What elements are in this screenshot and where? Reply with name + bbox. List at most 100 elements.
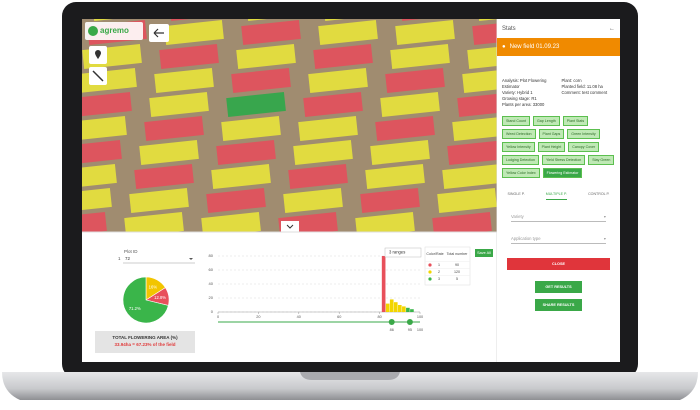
field-plot xyxy=(447,140,497,165)
info-line: Growing stage: R1 xyxy=(502,96,537,101)
analysis-tag[interactable]: Stand Count xyxy=(502,116,530,126)
table-frame xyxy=(424,246,471,286)
analysis-tag[interactable]: Plant Height xyxy=(537,142,566,152)
analysis-tag[interactable]: Yield Stress Detection xyxy=(541,155,586,165)
pie-label: 71.2% xyxy=(129,306,141,311)
notch xyxy=(300,372,400,380)
field-bar: ● New field 01.09.23 xyxy=(497,38,620,56)
page-number: 1 xyxy=(118,256,121,261)
info-left: Analysis: Plot Flowering Estimator Variety… xyxy=(502,78,556,108)
save-button[interactable] xyxy=(475,249,493,257)
table-cell: 120 xyxy=(454,270,460,274)
histogram-bar xyxy=(397,305,402,312)
tab[interactable]: SINGLE P. xyxy=(507,192,525,196)
field-plot xyxy=(206,188,266,213)
info-line: Plant: corn xyxy=(561,78,582,83)
selected-tag[interactable]: Flowering Estimator xyxy=(542,168,583,178)
field-pin: ● xyxy=(502,44,506,50)
field-plot xyxy=(164,20,224,45)
logo: agremo xyxy=(100,26,129,35)
x-tick-label: 40 xyxy=(297,315,301,319)
field-plot xyxy=(226,92,286,117)
y-tick-label: 20 xyxy=(209,295,214,300)
field-plot xyxy=(380,92,440,117)
field-plot xyxy=(442,164,497,189)
field-plot xyxy=(355,212,415,232)
info-line: Comment: test comment xyxy=(561,90,608,95)
table-cell: 1 xyxy=(438,263,440,267)
slider-handle[interactable] xyxy=(406,319,413,325)
select-caret: ▾ xyxy=(603,214,606,219)
tab[interactable]: MULTIPLE P. xyxy=(545,192,567,200)
analysis-tag[interactable]: Lodging Detection xyxy=(502,155,539,165)
logo-icon xyxy=(88,26,98,36)
form-fields: Variety ▾ Application type ▾ xyxy=(497,214,620,244)
range-select[interactable] xyxy=(384,247,422,258)
analysis-tag[interactable]: Plant Stats xyxy=(562,116,589,126)
share-results-label: SHARE RESULTS xyxy=(542,303,575,307)
collapse-tab[interactable] xyxy=(281,221,299,232)
field-plot xyxy=(298,116,358,141)
stats-header: Stats ← xyxy=(497,19,620,38)
rate-dot xyxy=(428,263,432,267)
field-plot xyxy=(201,212,261,232)
tab[interactable]: CONTROL P. xyxy=(588,192,610,196)
get-results-button[interactable]: GET RESULTS xyxy=(535,281,582,293)
table-cell: 90 xyxy=(455,263,459,267)
field-plot xyxy=(159,44,219,69)
field-plot xyxy=(472,20,497,45)
select-caret: ▾ xyxy=(603,236,606,241)
share-results-button[interactable]: SHARE RESULTS xyxy=(535,299,582,311)
analysis-tag[interactable]: Stay Green xyxy=(588,155,615,165)
field-plot xyxy=(216,140,276,165)
field-plot xyxy=(303,92,363,117)
slider-label: 86 xyxy=(390,328,394,332)
analysis-tag[interactable]: Weed Detection xyxy=(502,129,536,139)
plot-id[interactable]: 72 xyxy=(125,256,131,261)
tabs: SINGLE P. MULTIPLE P. CONTROL P. xyxy=(497,192,620,200)
field-plot xyxy=(231,68,291,93)
field-plot xyxy=(365,164,425,189)
field-plot xyxy=(134,164,194,189)
analysis-tag[interactable]: Green Intensity xyxy=(567,129,600,139)
field-plot xyxy=(462,68,497,93)
table-cell: 5 xyxy=(456,277,458,281)
histogram-bar xyxy=(385,303,390,312)
analysis-tag[interactable]: Yellow Color Index xyxy=(502,168,540,178)
total-title: TOTAL FLOWERING AREA (%) xyxy=(112,335,178,340)
field-plot xyxy=(308,68,368,93)
get-results-label: GET RESULTS xyxy=(545,285,572,289)
slider-label: 100 xyxy=(417,328,423,332)
laptop-base xyxy=(2,372,698,400)
analysis-tag[interactable]: Canopy Cover xyxy=(568,142,600,152)
y-tick-label: 80 xyxy=(209,253,214,258)
analysis-tag[interactable]: Gap Length xyxy=(532,116,560,126)
select-field[interactable]: Variety ▾ xyxy=(511,214,606,222)
pie-slice xyxy=(122,276,169,324)
slider-handle[interactable] xyxy=(388,319,395,325)
select-field[interactable]: Application type ▾ xyxy=(511,236,606,244)
field-plot xyxy=(241,20,301,45)
plot-id-caret xyxy=(189,258,193,260)
select-label: Variety xyxy=(511,214,524,219)
analysis-tag[interactable]: Yellow Intensity xyxy=(502,142,535,152)
close-button[interactable]: CLOSE xyxy=(507,258,610,270)
field-plot xyxy=(360,188,420,213)
field-plot xyxy=(283,188,343,213)
total-value: 33.94ha = 67.23% of the field xyxy=(115,342,176,347)
plot-id-label: Plot ID xyxy=(124,249,138,254)
field-plot xyxy=(82,92,132,117)
field-plot xyxy=(390,44,450,69)
field-plot xyxy=(139,140,199,165)
field-plot xyxy=(467,44,497,69)
stats-back[interactable]: ← xyxy=(609,25,615,32)
field-name: New field 01.09.23 xyxy=(509,44,560,50)
field-plot xyxy=(385,68,445,93)
rate-table: Color/Rate Total number 1 90 2 120 3 5 xyxy=(424,246,471,286)
field-plot xyxy=(221,116,281,141)
close-label: CLOSE xyxy=(551,262,566,266)
rate-dot xyxy=(428,270,432,274)
back-icon xyxy=(153,28,164,38)
analysis-tag[interactable]: Plant Gaps xyxy=(538,129,565,139)
info-right: Plant: corn Planted field: 11.08 ha Commen… xyxy=(562,78,616,108)
